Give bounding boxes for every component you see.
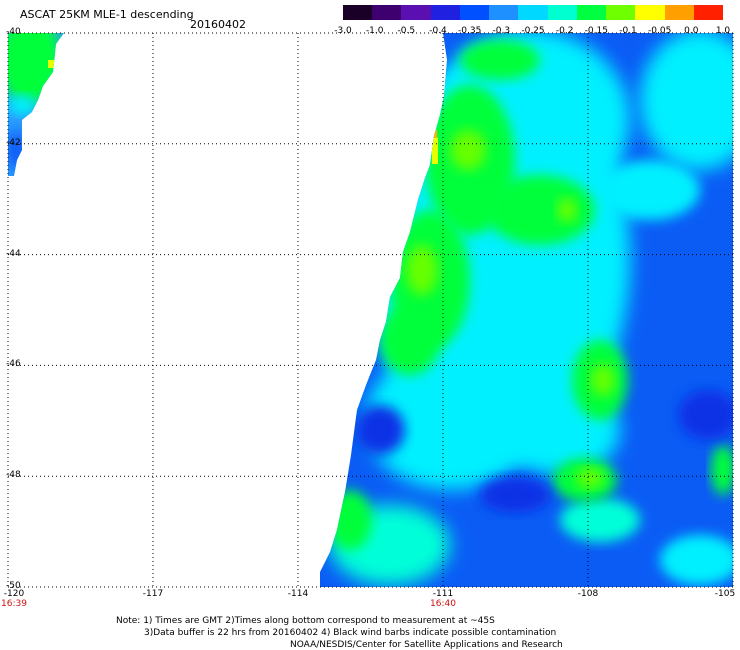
colorbar-labels: -3.0 -1.0 -0.5 -0.4 -0.35 -0.3 -0.25 -0.2 -0.15 -… [330, 26, 735, 38]
colorbar-tick-label: -0.35 [458, 26, 482, 36]
colorbar-tick-label: -3.0 [334, 26, 352, 36]
colorbar-tick-label: 0.0 [684, 26, 699, 36]
field-patch [660, 535, 733, 585]
field-patch [678, 390, 733, 440]
colorbar-segment [576, 5, 607, 20]
colorbar-tick-label: -0.4 [429, 26, 447, 36]
high-value-patch [431, 130, 437, 138]
field-patch [460, 40, 540, 80]
colorbar-tick-label: -0.05 [648, 26, 672, 36]
colorbar-segment [372, 5, 402, 20]
lat-lon-grid [7, 32, 734, 588]
swath-data-left [8, 33, 64, 176]
latitude-label: -40 [6, 27, 21, 37]
product-title: ASCAT 25KM MLE-1 descending [20, 8, 194, 21]
field-patch [640, 33, 733, 170]
latitude-label: -48 [6, 470, 21, 481]
colorbar-segment [635, 5, 665, 20]
latitude-label: -50 [6, 581, 21, 591]
left-patch [48, 60, 54, 68]
field-patch [600, 160, 700, 220]
field-patch [365, 350, 535, 490]
note-line-2: 3)Data buffer is 22 hrs from 20160402 4)… [144, 628, 557, 638]
field-patch [591, 364, 615, 396]
longitude-label: -117 [142, 589, 164, 599]
latitude-label: -44 [6, 248, 21, 259]
note-line-1: Note: 1) Times are GMT 2)Times along bot… [116, 616, 495, 626]
field-patch [485, 175, 595, 245]
colorbar-segment [547, 5, 577, 20]
colorbar-segment [430, 5, 460, 20]
left-patch [8, 95, 36, 115]
time-label: 16:40 [430, 599, 456, 609]
high-value-patch [432, 138, 438, 164]
product-date: 20160402 [190, 18, 246, 31]
field-patch [557, 198, 577, 222]
note-line-3: NOAA/NESDIS/Center for Satellite Applica… [290, 640, 563, 650]
colorbar-segment [401, 5, 431, 20]
latitude-label: -42 [6, 137, 21, 148]
colorbar-tick-label: -1.0 [365, 26, 384, 36]
colorbar-tick-label: -0.25 [521, 26, 545, 36]
colorbar-segment [459, 5, 490, 20]
longitude-label: -120 [3, 589, 25, 599]
field-patch [380, 305, 440, 375]
colorbar-segment [693, 5, 724, 20]
left-patch [8, 130, 26, 170]
field-patch [711, 445, 733, 495]
swath-data [320, 33, 733, 587]
longitude-label: -105 [714, 589, 736, 599]
latitude-label: -46 [6, 359, 21, 370]
colorbar-segment [343, 5, 373, 20]
field-patch [576, 468, 604, 488]
colorbar-segment [664, 5, 694, 20]
longitude-label: -111 [432, 589, 454, 599]
field-patch [328, 490, 372, 550]
colorbar-tick-label: -0.15 [584, 26, 608, 36]
field-patch [480, 477, 550, 513]
colorbar-tick-label: -0.5 [397, 26, 416, 36]
colorbar-segment [518, 5, 548, 20]
field-patch [560, 498, 640, 542]
colorbar-tick-label: -0.1 [619, 26, 637, 36]
time-label: 16:39 [1, 599, 27, 609]
field-patch [406, 245, 438, 295]
longitude-label: -108 [577, 589, 599, 599]
colorbar-segment [489, 5, 519, 20]
field-patch [450, 130, 486, 170]
colorbar-segment [606, 5, 636, 20]
colorbar-tick-label: 1.0 [715, 26, 731, 36]
field-patch [355, 405, 405, 455]
colorbar-tick-label: -0.3 [492, 26, 511, 36]
colorbar [343, 5, 724, 20]
wind-map [7, 32, 734, 588]
colorbar-tick-label: -0.2 [555, 26, 574, 36]
longitude-label: -114 [287, 589, 309, 599]
